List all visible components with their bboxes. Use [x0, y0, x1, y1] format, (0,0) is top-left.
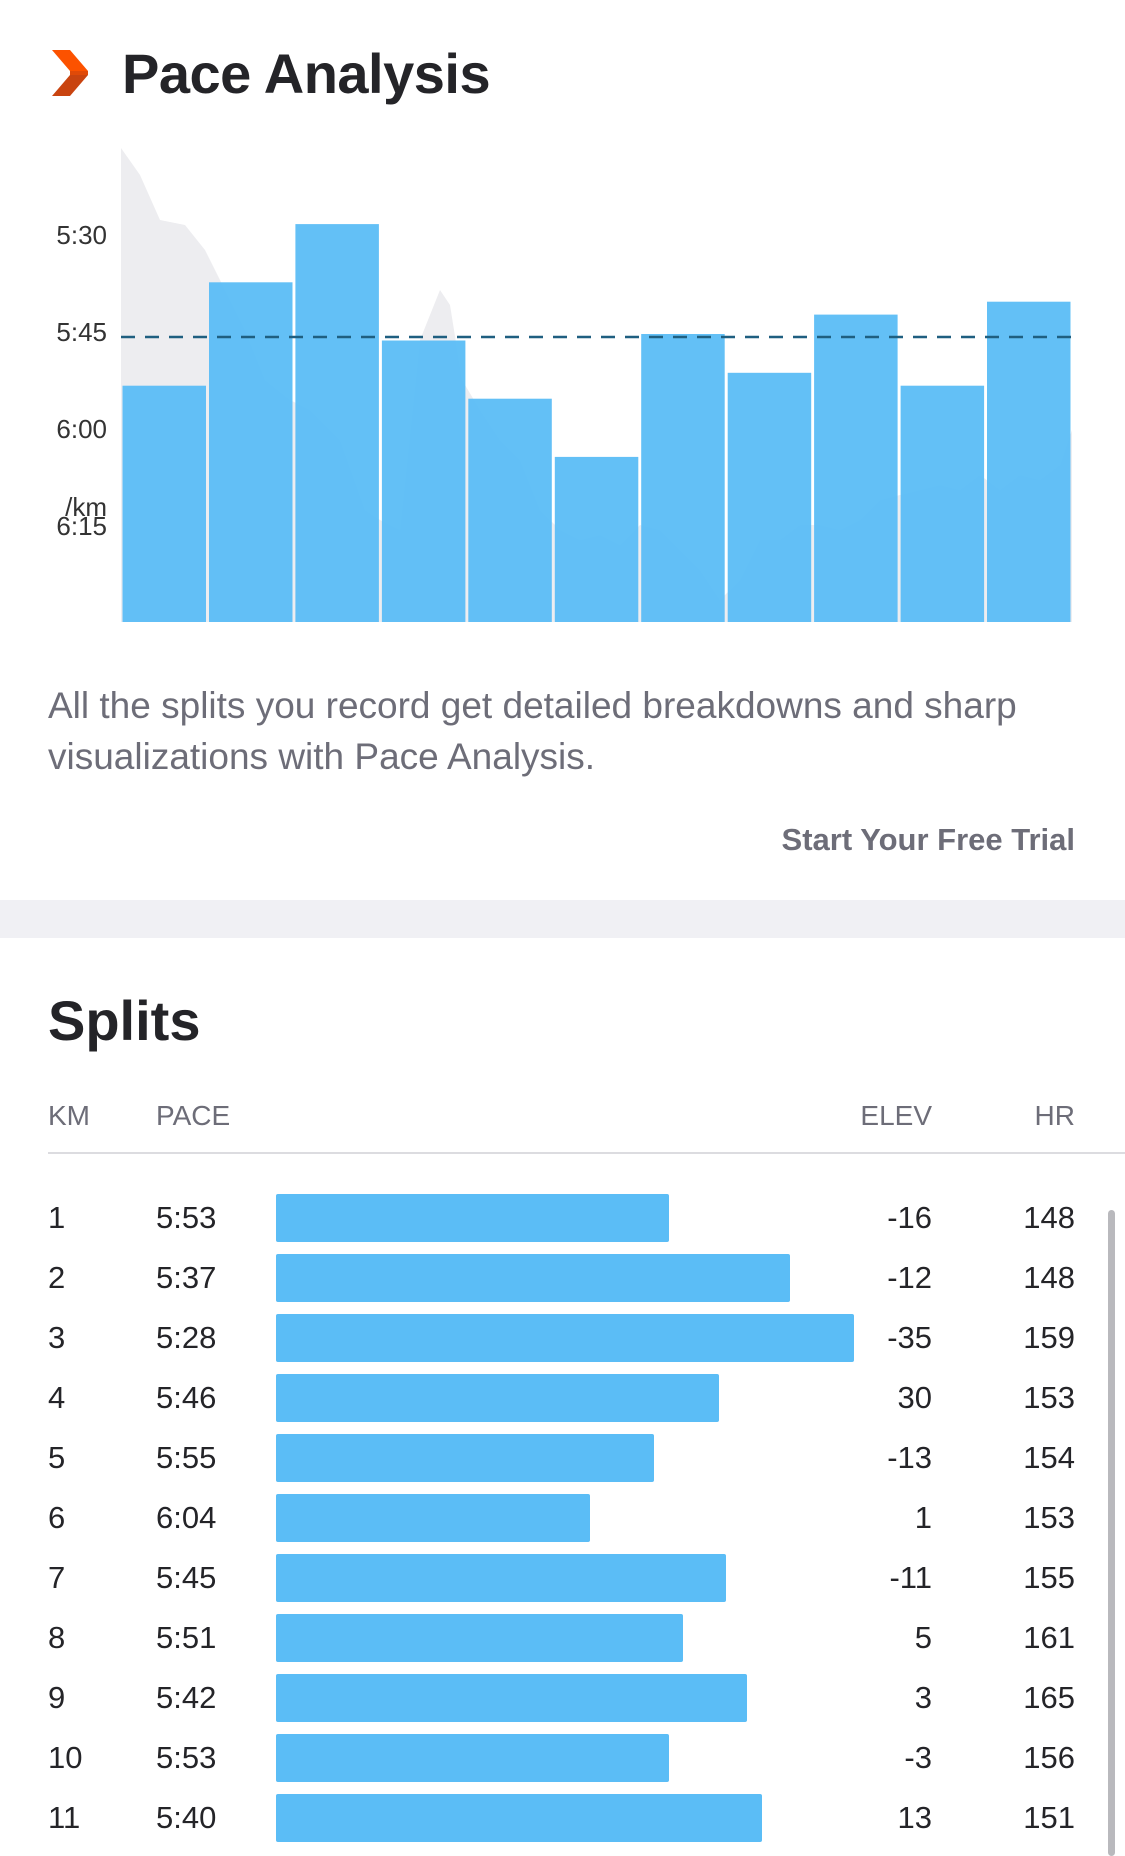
split-pace: 5:28	[156, 1320, 217, 1355]
column-header-hr: HR	[1034, 1100, 1075, 1131]
split-pace: 5:53	[156, 1200, 217, 1235]
split-km: 2	[48, 1260, 66, 1295]
y-axis-unit-label: /km	[65, 492, 107, 522]
split-hr: 153	[1023, 1500, 1075, 1535]
table-row: 9 5:42 3 165	[0, 1668, 1125, 1728]
split-pace: 5:42	[156, 1680, 217, 1715]
split-hr: 148	[1023, 1260, 1075, 1295]
split-pace-bar	[276, 1794, 762, 1842]
chart-bar	[554, 456, 639, 622]
splits-title: Splits	[48, 989, 201, 1052]
split-km: 4	[48, 1380, 66, 1415]
split-hr: 165	[1023, 1680, 1075, 1715]
chart-bar	[295, 224, 379, 622]
split-pace: 5:45	[156, 1560, 217, 1595]
split-elev: 3	[914, 1680, 932, 1715]
scrollbar[interactable]	[1108, 1210, 1115, 1856]
chart-bar	[641, 334, 725, 622]
split-pace-bar	[276, 1494, 590, 1542]
split-pace-bar	[276, 1674, 747, 1722]
split-elev: 30	[897, 1380, 932, 1415]
split-km: 6	[48, 1500, 66, 1535]
y-tick-label: 5:45	[56, 317, 107, 347]
table-row: 4 5:46 30 153	[0, 1368, 1125, 1428]
split-km: 1	[48, 1200, 66, 1235]
split-km: 11	[48, 1800, 81, 1835]
split-pace-bar	[276, 1554, 726, 1602]
split-km: 10	[48, 1740, 83, 1775]
split-pace-bar	[276, 1194, 669, 1242]
split-km: 8	[48, 1620, 66, 1655]
table-row: 8 5:51 5 161	[0, 1608, 1125, 1668]
chart-bar	[900, 385, 985, 622]
split-hr: 148	[1023, 1200, 1075, 1235]
split-hr: 151	[1023, 1800, 1075, 1835]
chart-bar	[381, 340, 466, 622]
chart-bar	[814, 314, 898, 622]
chart-bar	[727, 372, 812, 622]
split-elev: -35	[887, 1320, 932, 1355]
pace-analysis-section: Pace Analysis 5:30 5:45 6:00 6:15/km All th…	[0, 0, 1125, 900]
split-hr: 153	[1023, 1380, 1075, 1415]
split-elev: -3	[904, 1740, 932, 1775]
table-row: 10 5:53 -3 156	[0, 1728, 1125, 1788]
start-free-trial-link[interactable]: Start Your Free Trial	[781, 822, 1075, 857]
table-row: 7 5:45 -11 155	[0, 1548, 1125, 1608]
chart-bar	[209, 282, 293, 622]
table-row: 6 6:04 1 153	[0, 1488, 1125, 1548]
split-pace: 5:51	[156, 1620, 217, 1655]
split-hr: 154	[1023, 1440, 1075, 1475]
table-row: 2 5:37 -12 148	[0, 1248, 1125, 1308]
split-km: 3	[48, 1320, 66, 1355]
column-header-km: KM	[48, 1100, 90, 1131]
chevron-icon	[52, 50, 88, 96]
table-row: 3 5:28 -35 159	[0, 1308, 1125, 1368]
split-pace: 5:46	[156, 1380, 217, 1415]
y-tick-label: 5:30	[56, 220, 107, 250]
split-elev: -11	[889, 1560, 932, 1595]
table-row: 11 5:40 13 151	[0, 1788, 1125, 1848]
pace-chart-svg	[121, 148, 1072, 622]
column-header-elev: ELEV	[860, 1100, 932, 1131]
description-text: All the splits you record get detailed b…	[48, 685, 1017, 777]
pace-analysis-header: Pace Analysis	[48, 38, 491, 108]
split-hr: 156	[1023, 1740, 1075, 1775]
split-pace: 5:37	[156, 1260, 217, 1295]
page-title: Pace Analysis	[122, 41, 491, 105]
splits-section: Splits KM PACE ELEV HR 1 5:53 -16 148 2 5:37-…	[0, 938, 1125, 1856]
table-row: 5 5:55 -13 154	[0, 1428, 1125, 1488]
split-pace-bar	[276, 1254, 790, 1302]
split-km: 9	[48, 1680, 66, 1715]
split-hr: 161	[1023, 1620, 1075, 1655]
split-pace-bar	[276, 1314, 854, 1362]
chart-bar	[468, 398, 552, 622]
split-pace: 5:55	[156, 1440, 217, 1475]
split-elev: -16	[887, 1200, 932, 1235]
split-hr: 159	[1023, 1320, 1075, 1355]
header-divider	[48, 1152, 1125, 1154]
split-pace: 6:04	[156, 1500, 217, 1535]
split-elev: 1	[914, 1500, 932, 1535]
split-pace-bar	[276, 1374, 719, 1422]
split-hr: 155	[1023, 1560, 1075, 1595]
pace-chart: 5:30 5:45 6:00 6:15/km	[0, 130, 1125, 640]
split-pace-bar	[276, 1734, 669, 1782]
chart-bar	[987, 301, 1071, 622]
split-elev: -13	[887, 1440, 932, 1475]
table-row: 1 5:53 -16 148	[0, 1188, 1125, 1248]
split-elev: -12	[887, 1260, 932, 1295]
section-divider	[0, 900, 1125, 938]
split-pace: 5:40	[156, 1800, 217, 1835]
column-header-pace: PACE	[156, 1100, 231, 1131]
split-elev: 13	[897, 1800, 932, 1835]
split-km: 5	[48, 1440, 66, 1475]
split-km: 7	[48, 1560, 66, 1595]
split-pace-bar	[276, 1614, 683, 1662]
y-tick-label: 6:00	[56, 414, 107, 444]
chart-bar	[122, 385, 206, 622]
split-pace-bar	[276, 1434, 654, 1482]
split-pace: 5:53	[156, 1740, 217, 1775]
split-elev: 5	[914, 1620, 932, 1655]
y-tick-label: 6:15	[56, 511, 107, 541]
